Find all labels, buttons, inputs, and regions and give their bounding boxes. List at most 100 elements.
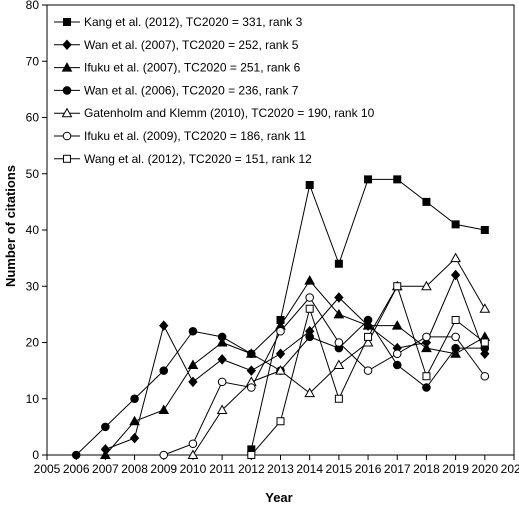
series-6-point	[334, 338, 344, 347]
series-3-point	[304, 275, 316, 285]
series-6-point	[276, 326, 285, 336]
series-6-line	[163, 296, 486, 456]
x-tick-label: 2007	[92, 462, 119, 476]
series-3-point	[158, 404, 170, 414]
x-tick-label: 2019	[442, 462, 469, 476]
y-tick-label: 20	[26, 336, 40, 350]
y-tick-label: 60	[26, 111, 40, 125]
series-6-point	[159, 450, 169, 460]
series-6-point	[305, 293, 314, 302]
legend-label: Kang et al. (2012), TC2020 = 331, rank 3	[84, 15, 303, 29]
series-markers	[71, 175, 491, 460]
x-tick-label: 2011	[209, 462, 235, 476]
series-5-point	[216, 404, 228, 414]
series-5-point	[333, 359, 345, 369]
series-4-point	[71, 450, 81, 460]
series-4-point	[305, 332, 314, 342]
legend-marker	[63, 18, 71, 26]
series-5-point	[362, 336, 374, 347]
series-2-point	[334, 292, 344, 303]
series-3-point	[362, 320, 374, 330]
series-7-point	[480, 338, 489, 347]
series-4-point	[217, 332, 227, 342]
x-tick-label: 2017	[384, 462, 411, 476]
legend-label: Wan et al. (2007), TC2020 = 252, rank 5	[84, 38, 299, 52]
series-4-point	[159, 366, 169, 375]
series-2-point	[450, 269, 461, 281]
legend-label: Wan et al. (2006), TC2020 = 236, rank 7	[84, 83, 299, 97]
series-3-point	[129, 415, 140, 426]
series-2-point	[129, 432, 140, 444]
legend: Kang et al. (2012), TC2020 = 331, rank 3…	[54, 15, 375, 166]
legend-label: Wang et al. (2012), TC2020 = 151, rank 1…	[84, 152, 312, 166]
series-7-point	[422, 372, 431, 381]
x-tick-label: 2020	[471, 462, 498, 476]
series-5-line	[192, 257, 486, 456]
x-tick-label: 2021	[501, 462, 519, 476]
series-4-point	[101, 422, 110, 432]
series-3-line	[105, 279, 486, 456]
series-1-point	[393, 175, 402, 184]
legend-item: Gatenholm and Klemm (2010), TC2020 = 190…	[54, 106, 375, 120]
legend-marker	[62, 131, 72, 141]
series-5-point	[304, 387, 316, 398]
x-axis-title: Year	[265, 490, 292, 505]
y-tick-label: 0	[32, 448, 39, 462]
legend-label: Ifuku et al. (2009), TC2020 = 186, rank …	[84, 129, 306, 143]
series-3-point	[216, 336, 228, 347]
y-tick-label: 30	[26, 279, 40, 293]
legend-marker	[62, 86, 72, 95]
series-2-point	[275, 348, 286, 360]
series-4-point	[422, 383, 431, 392]
series-6-point	[451, 332, 460, 342]
series-3-point	[187, 359, 199, 369]
axes: 2005 2006 2007 2008 2009 2010 2011 2012 2013 2014…	[26, 0, 519, 476]
x-tick-label: 2005	[34, 462, 61, 476]
y-tick-label: 80	[26, 0, 40, 12]
x-tick-label: 2012	[238, 462, 265, 476]
legend-item: Wan et al. (2007), TC2020 = 252, rank 5	[54, 38, 299, 52]
series-1-point	[305, 181, 314, 189]
x-tick-label: 2006	[63, 462, 90, 476]
legend-item: Ifuku et al. (2007), TC2020 = 251, rank …	[54, 61, 301, 75]
series-3-point	[100, 449, 111, 459]
x-tick-label: 2014	[296, 462, 323, 476]
legend-label: Ifuku et al. (2007), TC2020 = 251, rank …	[84, 61, 301, 75]
series-3-point	[421, 342, 432, 353]
series-2-point	[159, 320, 169, 331]
series-1-point	[451, 220, 460, 229]
series-3-point	[333, 308, 345, 319]
x-tick-label: 2018	[413, 462, 440, 476]
legend-marker	[61, 107, 73, 118]
series-4-point	[392, 360, 402, 370]
series-4-point	[451, 343, 460, 353]
series-4-point	[130, 394, 139, 404]
series-5-point	[450, 252, 461, 263]
series-1-point	[334, 259, 343, 268]
x-tick-label: 2009	[150, 462, 177, 476]
legend-item: Ifuku et al. (2009), TC2020 = 186, rank …	[54, 129, 306, 143]
legend-marker	[61, 62, 73, 72]
series-7-point	[364, 332, 373, 341]
series-5-point	[187, 449, 199, 459]
series-7-point	[393, 282, 402, 291]
series-5-point	[479, 303, 491, 313]
series-2-line	[105, 273, 486, 450]
legend-marker	[63, 154, 71, 163]
series-4-point	[247, 349, 256, 359]
series-6-point	[422, 332, 431, 342]
series-6-point	[392, 349, 402, 359]
legend-item: Wan et al. (2006), TC2020 = 236, rank 7	[54, 83, 299, 97]
series-7-point	[334, 394, 343, 403]
series-7-point	[451, 316, 460, 324]
x-tick-label: 2015	[326, 462, 353, 476]
y-axis-title: Number of citations	[3, 165, 18, 287]
series-3-point	[391, 320, 403, 330]
x-tick-label: 2010	[180, 462, 207, 476]
y-tick-label: 10	[26, 392, 40, 406]
x-tick-label: 2016	[355, 462, 382, 476]
series-2-point	[217, 354, 227, 365]
series-6-point	[217, 377, 227, 387]
series-1-point	[364, 175, 373, 184]
